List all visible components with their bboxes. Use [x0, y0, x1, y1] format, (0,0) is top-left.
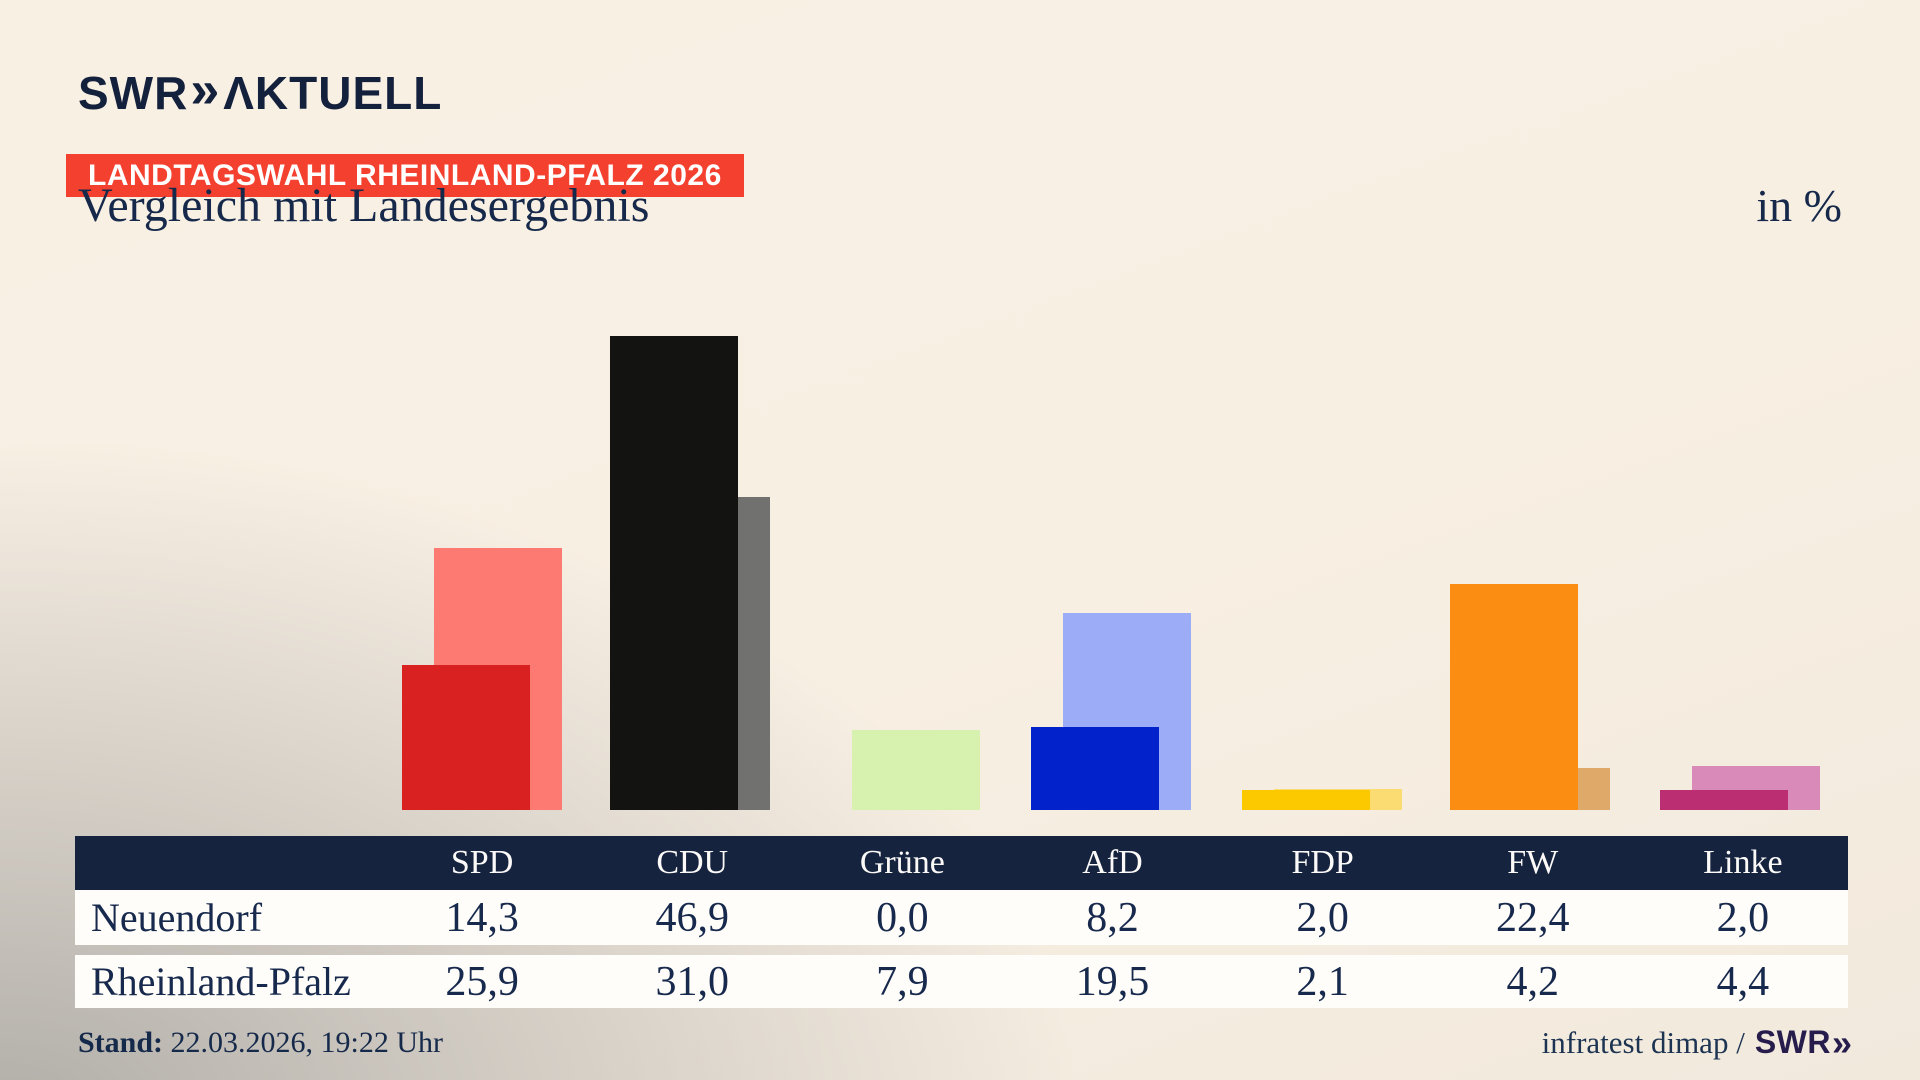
results-table: SPD CDU Grüne AfD FDP FW Linke Neuendorf 14,3 46,… — [75, 836, 1848, 1008]
value-fdp: 2,0 — [1296, 894, 1349, 941]
value-linke: 2,0 — [1716, 894, 1770, 941]
column-header-grüne: Grüne — [859, 844, 945, 881]
column-header-spd: SPD — [450, 844, 514, 881]
timestamp-value: 22.03.2026, 19:22 Uhr — [170, 1026, 444, 1059]
source-swr-logo: SWR» — [1754, 1021, 1852, 1063]
bar-neuendorf-linke — [1660, 790, 1788, 810]
election-badge: LANDTAGSWAHL RHEINLAND-PFALZ 2026 — [66, 154, 744, 197]
column-header-afd: AfD — [1082, 844, 1143, 881]
value-cdu: 31,0 — [655, 958, 729, 1005]
table-header-row: SPD CDU Grüne AfD FDP FW Linke — [75, 836, 1848, 890]
value-spd: 25,9 — [445, 958, 519, 1005]
value-cdu: 46,9 — [655, 894, 729, 941]
bar-rheinland-pfalz-grüne — [852, 730, 980, 810]
value-grüne: 7,9 — [876, 958, 929, 1005]
bar-neuendorf-cdu — [610, 336, 738, 810]
source-text: infratest dimap / — [1541, 1024, 1745, 1060]
value-grüne: 0,0 — [876, 894, 929, 941]
title-row: Vergleich mit Landesergebnis in % — [78, 178, 1842, 233]
row-label: Neuendorf — [91, 895, 263, 940]
value-spd: 14,3 — [445, 894, 519, 941]
value-linke: 4,4 — [1716, 958, 1770, 1005]
source-credit: infratest dimap / SWR» — [1541, 1021, 1852, 1063]
timestamp: Stand: 22.03.2026, 19:22 Uhr — [78, 1026, 443, 1060]
column-header-fdp: FDP — [1291, 844, 1354, 881]
swr-aktuell-logo: SWR» ΛKTUELL — [78, 64, 443, 120]
aktuell-wordmark: ΛKTUELL — [223, 67, 443, 119]
bar-neuendorf-fdp — [1242, 790, 1370, 810]
swr-wordmark: SWR — [78, 67, 189, 119]
bar-neuendorf-afd — [1031, 727, 1159, 810]
bar-neuendorf-fw — [1450, 584, 1578, 810]
value-fw: 4,2 — [1506, 958, 1560, 1005]
unit-label: in % — [1756, 180, 1842, 231]
value-fw: 22,4 — [1496, 894, 1570, 941]
table-row-neuendorf: Neuendorf 14,3 46,9 0,0 8,2 2,0 22,4 2,0 — [75, 890, 1848, 945]
value-afd: 8,2 — [1086, 894, 1139, 941]
value-afd: 19,5 — [1075, 958, 1150, 1005]
row-label: Rheinland-Pfalz — [91, 959, 351, 1004]
column-header-fw: FW — [1507, 844, 1559, 881]
timestamp-label: Stand: — [78, 1026, 164, 1059]
bar-neuendorf-spd — [402, 665, 530, 810]
column-header-linke: Linke — [1703, 844, 1783, 881]
double-chevron-icon: » — [1831, 1021, 1852, 1063]
chart-title: Vergleich mit Landesergebnis — [78, 179, 650, 232]
value-fdp: 2,1 — [1296, 958, 1349, 1005]
column-header-cdu: CDU — [656, 844, 729, 881]
table-row-rheinland-pfalz: Rheinland-Pfalz 25,9 31,0 7,9 19,5 2,1 4,2 4,4 — [75, 955, 1848, 1008]
